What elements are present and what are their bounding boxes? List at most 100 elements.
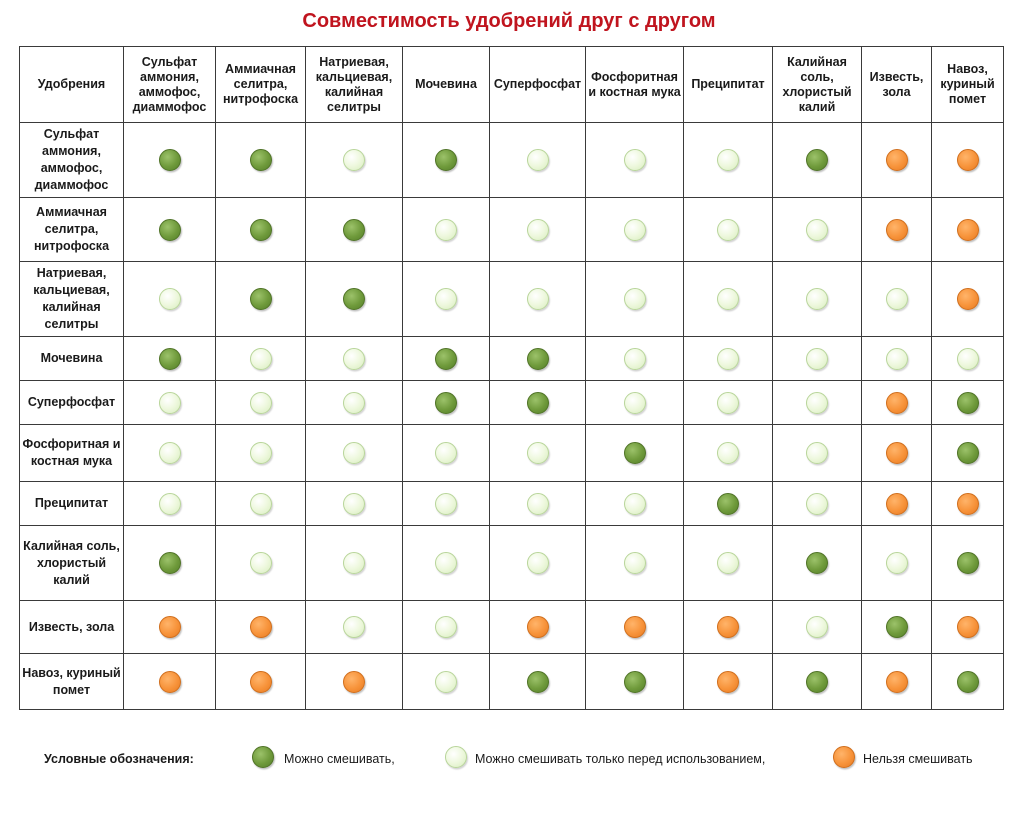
- cell-compatible-before-use-dot-icon: [435, 218, 457, 241]
- cell-compatible-before-use-dot-icon: [526, 442, 549, 464]
- compatibility-table: Удобрения Сульфат аммония, аммофос, диам…: [19, 46, 1004, 710]
- table-cell: [402, 122, 490, 198]
- cell-compatible-dot-icon: [806, 552, 828, 574]
- table-cell: [305, 336, 403, 381]
- table-cell: [123, 653, 216, 710]
- table-cell: [215, 336, 306, 381]
- cell-compatible-before-use-dot-icon: [623, 391, 646, 414]
- table-cell: [123, 261, 216, 337]
- table-cell: [683, 197, 773, 262]
- cell-compatible-before-use-dot-icon: [343, 492, 365, 515]
- table-cell: [402, 197, 490, 262]
- cell-compatible-before-use-dot-icon: [158, 288, 181, 310]
- cell-compatible-before-use-dot-icon: [526, 149, 549, 171]
- cell-compatible-before-use-dot-icon: [717, 347, 739, 370]
- column-header: Преципитат: [683, 46, 773, 123]
- cell-compatible-dot-icon: [806, 670, 828, 693]
- table-cell: [215, 122, 306, 198]
- cell-compatible-dot-icon: [526, 670, 549, 693]
- table-cell: [402, 380, 490, 425]
- table-cell: [772, 525, 862, 601]
- cell-compatible-before-use-dot-icon: [806, 218, 828, 241]
- table-cell: [683, 424, 773, 482]
- row-header: Сульфат аммония, аммофос, диаммофос: [19, 122, 124, 198]
- cell-compatible-before-use-dot-icon: [249, 442, 272, 464]
- table-cell: [683, 261, 773, 337]
- cell-compatible-before-use-dot-icon: [717, 442, 739, 464]
- table-cell: [305, 525, 403, 601]
- table-cell: [585, 424, 684, 482]
- table-row: Мочевина: [19, 336, 1004, 381]
- cell-incompatible-dot-icon: [623, 616, 646, 638]
- table-cell: [683, 600, 773, 654]
- cell-compatible-dot-icon: [956, 442, 979, 464]
- cell-incompatible-dot-icon: [885, 442, 908, 464]
- cell-compatible-before-use-dot-icon: [623, 149, 646, 171]
- cell-compatible-before-use-dot-icon: [806, 391, 828, 414]
- table-cell: [215, 261, 306, 337]
- legend-orange-dot-icon: [833, 746, 855, 768]
- cell-compatible-before-use-dot-icon: [717, 391, 739, 414]
- table-cell: [305, 424, 403, 482]
- table-cell: [489, 122, 586, 198]
- cell-compatible-dot-icon: [526, 347, 549, 370]
- table-cell: [585, 380, 684, 425]
- table-cell: [861, 197, 932, 262]
- cell-compatible-dot-icon: [249, 149, 272, 171]
- cell-compatible-dot-icon: [343, 288, 365, 310]
- table-cell: [931, 600, 1004, 654]
- table-row: Преципитат: [19, 481, 1004, 526]
- cell-compatible-before-use-dot-icon: [806, 442, 828, 464]
- row-header: Преципитат: [19, 481, 124, 526]
- table-cell: [683, 653, 773, 710]
- cell-incompatible-dot-icon: [526, 616, 549, 638]
- cell-compatible-before-use-dot-icon: [343, 149, 365, 171]
- cell-incompatible-dot-icon: [158, 670, 181, 693]
- table-cell: [931, 380, 1004, 425]
- table-row: Известь, зола: [19, 600, 1004, 654]
- table-cell: [215, 653, 306, 710]
- table-cell: [861, 336, 932, 381]
- cell-incompatible-dot-icon: [956, 149, 979, 171]
- table-body: Сульфат аммония, аммофос, диаммофос Аммиа…: [19, 122, 1004, 710]
- table-cell: [683, 122, 773, 198]
- table-cell: [931, 261, 1004, 337]
- cell-compatible-before-use-dot-icon: [435, 442, 457, 464]
- table-cell: [931, 197, 1004, 262]
- column-header: Сульфат аммония, аммофос, диаммофос: [123, 46, 216, 123]
- cell-compatible-before-use-dot-icon: [249, 391, 272, 414]
- row-header: Мочевина: [19, 336, 124, 381]
- cell-compatible-dot-icon: [249, 288, 272, 310]
- table-cell: [489, 525, 586, 601]
- cell-compatible-dot-icon: [158, 552, 181, 574]
- row-header: Навоз, куриный помет: [19, 653, 124, 710]
- table-cell: [861, 600, 932, 654]
- cell-incompatible-dot-icon: [249, 670, 272, 693]
- cell-compatible-before-use-dot-icon: [435, 288, 457, 310]
- cell-compatible-before-use-dot-icon: [249, 347, 272, 370]
- table-cell: [489, 653, 586, 710]
- cell-incompatible-dot-icon: [343, 670, 365, 693]
- table-cell: [489, 600, 586, 654]
- cell-compatible-dot-icon: [343, 218, 365, 241]
- table-cell: [931, 424, 1004, 482]
- cell-compatible-before-use-dot-icon: [526, 218, 549, 241]
- cell-compatible-before-use-dot-icon: [526, 288, 549, 310]
- table-cell: [683, 336, 773, 381]
- table-cell: [305, 600, 403, 654]
- table-cell: [683, 525, 773, 601]
- table-cell: [683, 481, 773, 526]
- cell-incompatible-dot-icon: [885, 218, 908, 241]
- table-cell: [585, 653, 684, 710]
- column-header: Известь, зола: [861, 46, 932, 123]
- cell-incompatible-dot-icon: [885, 492, 908, 515]
- cell-incompatible-dot-icon: [956, 218, 979, 241]
- table-cell: [123, 600, 216, 654]
- cell-incompatible-dot-icon: [956, 492, 979, 515]
- table-cell: [585, 197, 684, 262]
- cell-compatible-before-use-dot-icon: [158, 442, 181, 464]
- column-header: Фосфоритная и костная мука: [585, 46, 684, 123]
- cell-compatible-dot-icon: [806, 149, 828, 171]
- cell-incompatible-dot-icon: [717, 670, 739, 693]
- cell-compatible-dot-icon: [526, 391, 549, 414]
